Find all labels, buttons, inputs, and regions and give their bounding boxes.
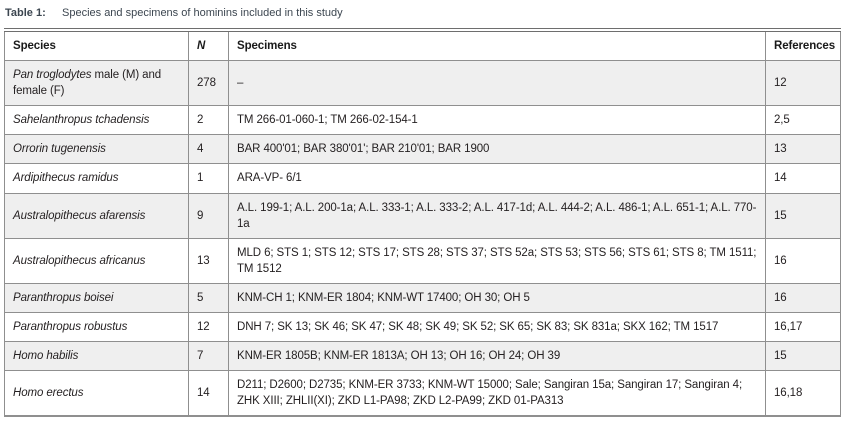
cell-references: 13 — [765, 134, 841, 165]
cell-species: Homo habilis — [4, 341, 189, 372]
table-row: Australopithecus africanus 13 MLD 6; STS… — [4, 237, 841, 284]
species-name: Paranthropus robustus — [13, 321, 128, 334]
table-row: Paranthropus robustus 12 DNH 7; SK 13; S… — [4, 312, 841, 343]
cell-species: Pan troglodytes male (M) and female (F) — [4, 60, 189, 107]
table-row: Paranthropus boisei 5 KNM-CH 1; KNM-ER 1… — [4, 282, 841, 314]
cell-references: 16 — [765, 237, 841, 284]
cell-references: 16,18 — [765, 370, 841, 417]
header-n: N — [188, 29, 229, 62]
cell-references: 16 — [765, 282, 841, 314]
table-row: Orrorin tugenensis 4 BAR 400'01; BAR 380… — [4, 134, 841, 165]
cell-references: 15 — [765, 341, 841, 372]
table-caption-text: Species and specimens of hominins includ… — [62, 7, 343, 19]
species-name: Pan troglodytes — [13, 69, 92, 82]
cell-specimens: – — [228, 60, 766, 107]
cell-n: 4 — [188, 134, 229, 165]
cell-specimens: D211; D2600; D2735; KNM-ER 3733; KNM-WT … — [228, 370, 766, 417]
species-name: Orrorin tugenensis — [13, 143, 106, 156]
table-caption: Table 1: Species and specimens of homini… — [5, 7, 839, 19]
table-header: Species N Specimens References — [4, 29, 841, 62]
cell-n: 12 — [188, 312, 229, 343]
cell-specimens: A.L. 199-1; A.L. 200-1a; A.L. 333-1; A.L… — [228, 192, 766, 239]
cell-species: Ardipithecus ramidus — [4, 163, 189, 194]
species-name: Australopithecus afarensis — [13, 209, 146, 222]
cell-references: 2,5 — [765, 105, 841, 136]
table-body: Pan troglodytes male (M) and female (F) … — [4, 60, 841, 417]
species-name: Sahelanthropus tchadensis — [13, 114, 150, 127]
table-row: Pan troglodytes male (M) and female (F) … — [4, 60, 841, 107]
cell-n: 2 — [188, 105, 229, 136]
cell-n: 1 — [188, 163, 229, 194]
header-species: Species — [4, 29, 189, 62]
species-name: Homo habilis — [13, 350, 79, 363]
cell-specimens: KNM-ER 1805B; KNM-ER 1813A; OH 13; OH 16… — [228, 341, 766, 372]
table-caption-label: Table 1: — [5, 7, 46, 19]
cell-species: Sahelanthropus tchadensis — [4, 105, 189, 136]
cell-n: 13 — [188, 237, 229, 284]
table-row: Sahelanthropus tchadensis 2 TM 266-01-06… — [4, 105, 841, 136]
species-name: Australopithecus africanus — [13, 254, 146, 267]
cell-specimens: KNM-CH 1; KNM-ER 1804; KNM-WT 17400; OH … — [228, 282, 766, 314]
header-row: Species N Specimens References — [4, 29, 841, 62]
table-row: Homo habilis 7 KNM-ER 1805B; KNM-ER 1813… — [4, 341, 841, 372]
table-row: Australopithecus afarensis 9 A.L. 199-1;… — [4, 192, 841, 239]
cell-species: Paranthropus robustus — [4, 312, 189, 343]
species-name: Ardipithecus ramidus — [13, 172, 119, 185]
cell-specimens: DNH 7; SK 13; SK 46; SK 47; SK 48; SK 49… — [228, 312, 766, 343]
cell-species: Homo erectus — [4, 370, 189, 417]
cell-species: Paranthropus boisei — [4, 282, 189, 314]
species-name: Paranthropus boisei — [13, 291, 114, 304]
header-specimens: Specimens — [228, 29, 766, 62]
table-row: Homo erectus 14 D211; D2600; D2735; KNM-… — [4, 370, 841, 417]
table-row: Ardipithecus ramidus 1 ARA-VP- 6/1 14 — [4, 163, 841, 194]
cell-species: Australopithecus afarensis — [4, 192, 189, 239]
cell-references: 15 — [765, 192, 841, 239]
cell-n: 7 — [188, 341, 229, 372]
species-name: Homo erectus — [13, 387, 84, 400]
cell-n: 9 — [188, 192, 229, 239]
cell-n: 5 — [188, 282, 229, 314]
cell-references: 12 — [765, 60, 841, 107]
cell-n: 14 — [188, 370, 229, 417]
cell-specimens: MLD 6; STS 1; STS 12; STS 17; STS 28; ST… — [228, 237, 766, 284]
species-suffix: male (M) and female (F) — [13, 69, 162, 98]
header-references: References — [765, 29, 841, 62]
hominin-specimens-table: Species N Specimens References Pan trogl… — [4, 28, 841, 418]
cell-specimens: BAR 400'01; BAR 380'01'; BAR 210'01; BAR… — [228, 134, 766, 165]
cell-species: Orrorin tugenensis — [4, 134, 189, 165]
cell-specimens: TM 266-01-060-1; TM 266-02-154-1 — [228, 105, 766, 136]
cell-n: 278 — [188, 60, 229, 107]
cell-specimens: ARA-VP- 6/1 — [228, 163, 766, 194]
cell-references: 16,17 — [765, 312, 841, 343]
cell-species: Australopithecus africanus — [4, 237, 189, 284]
cell-references: 14 — [765, 163, 841, 194]
